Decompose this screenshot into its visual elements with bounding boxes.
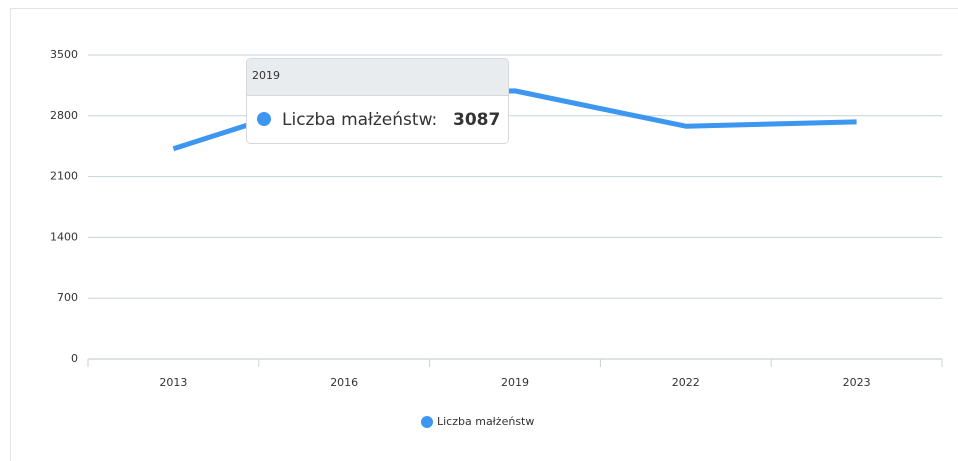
x-tick-label: 2022	[672, 376, 700, 389]
x-tick-label: 2023	[843, 376, 871, 389]
y-tick-label: 1400	[50, 230, 78, 243]
x-tick-label: 2016	[330, 376, 358, 389]
tooltip-marker	[257, 112, 271, 126]
y-tick-label: 2100	[50, 170, 78, 183]
tooltip-value: 3087	[453, 110, 500, 130]
x-tick-label: 2019	[501, 376, 529, 389]
x-tick-label: 2013	[159, 376, 187, 389]
y-tick-label: 0	[71, 352, 78, 365]
tooltip-label: Liczba małżeństw:	[282, 110, 437, 130]
legend-label: Liczba małżeństw	[437, 415, 534, 428]
tooltip: 2019 Liczba małżeństw: 3087	[246, 58, 509, 144]
y-tick-label: 700	[57, 291, 78, 304]
y-tick-label: 3500	[50, 48, 78, 61]
y-tick-label: 2800	[50, 109, 78, 122]
legend-marker	[421, 416, 433, 428]
tooltip-header	[247, 59, 508, 98]
tooltip-title: 2019	[252, 69, 280, 82]
